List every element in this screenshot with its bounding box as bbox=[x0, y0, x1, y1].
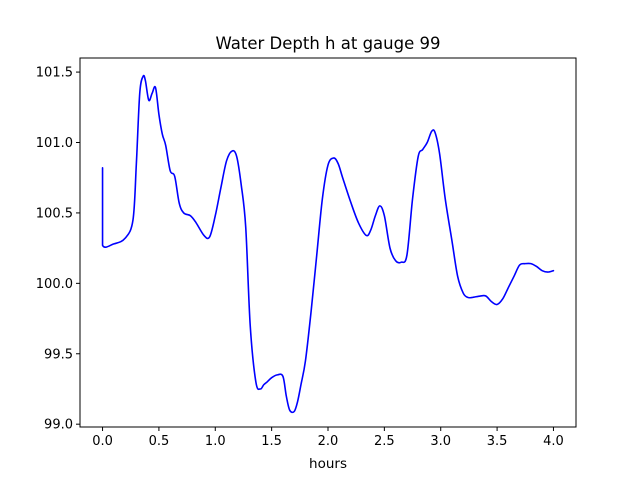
y-tick-label: 100.0 bbox=[36, 277, 73, 292]
y-tick-label: 101.0 bbox=[36, 136, 73, 151]
x-tick-label: 0.5 bbox=[149, 434, 170, 449]
x-tick-label: 2.0 bbox=[318, 434, 339, 449]
x-tick-label: 4.0 bbox=[543, 434, 564, 449]
x-tick-label: 2.5 bbox=[374, 434, 395, 449]
x-tick-label: 1.5 bbox=[261, 434, 282, 449]
y-tick-label: 99.5 bbox=[44, 347, 73, 362]
x-axis-label: hours bbox=[309, 456, 347, 472]
y-tick-label: 101.5 bbox=[36, 66, 73, 81]
series-line-0 bbox=[103, 76, 554, 413]
x-tick-label: 3.0 bbox=[430, 434, 451, 449]
chart-title: Water Depth h at gauge 99 bbox=[216, 34, 441, 53]
y-tick-label: 100.5 bbox=[36, 206, 73, 221]
x-tick-label: 1.0 bbox=[205, 434, 226, 449]
series-layer bbox=[103, 76, 554, 413]
plot-frame bbox=[80, 58, 576, 427]
y-tick-label: 99.0 bbox=[44, 418, 73, 433]
x-tick-label: 0.0 bbox=[92, 434, 113, 449]
x-tick-label: 3.5 bbox=[487, 434, 508, 449]
